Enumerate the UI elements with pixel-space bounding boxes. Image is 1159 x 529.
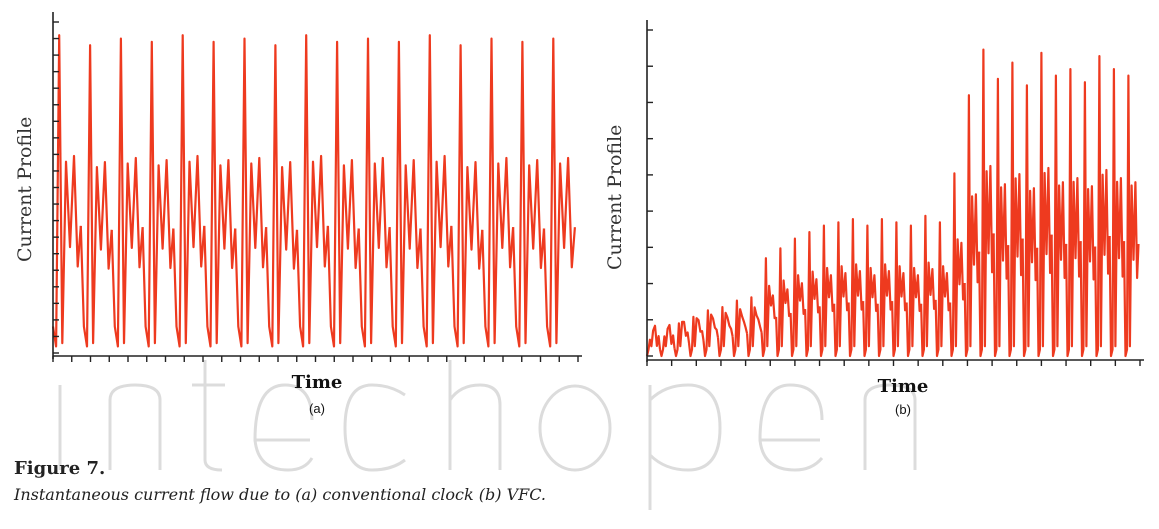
chart-a-plot — [51, 12, 582, 362]
chart-a-axes — [52, 12, 582, 362]
chart-b-panel-label: (b) — [895, 402, 911, 417]
pulse-21 — [934, 221, 952, 358]
pulse-8 — [746, 296, 763, 358]
pulse-5 — [702, 309, 720, 358]
chart-b-ylabel: Current Profile — [604, 124, 626, 270]
chart-b-axes — [646, 20, 1144, 366]
chart-a-ylabel: Current Profile — [14, 116, 36, 262]
pulse-29 — [1050, 74, 1068, 358]
pulse-22 — [949, 172, 966, 358]
pulse-8 — [265, 44, 299, 348]
figure-caption-text: Instantaneous current flow due to (a) co… — [14, 485, 546, 504]
pulse-23 — [963, 94, 981, 358]
pulse-31 — [1079, 81, 1097, 358]
pulse-6 — [203, 40, 237, 348]
pulse-5 — [172, 34, 206, 348]
pulse-16 — [512, 40, 546, 348]
chart-a-panel-label: (a) — [309, 401, 325, 416]
pulse-26 — [1007, 61, 1024, 358]
pulse-14 — [450, 44, 484, 348]
pulse-7 — [234, 37, 268, 348]
pulse-9 — [760, 257, 777, 358]
pulse-17 — [542, 37, 576, 348]
pulse-19 — [905, 224, 923, 358]
pulse-2 — [658, 323, 676, 358]
pulse-16 — [862, 224, 879, 358]
pulse-30 — [1065, 68, 1082, 358]
chart-panel-b: Current Profile Time (b) — [600, 0, 1159, 430]
pulse-25 — [992, 77, 1010, 358]
pulse-33 — [1108, 68, 1126, 358]
pulse-4 — [687, 315, 705, 358]
pulse-28 — [1036, 51, 1053, 358]
pulse-1 — [645, 324, 662, 357]
pulse-3 — [673, 320, 691, 358]
chart-a-xlabel: Time — [291, 372, 343, 393]
chart-b-plot — [645, 20, 1144, 366]
pulse-18 — [891, 221, 908, 358]
pulse-17 — [876, 218, 894, 358]
figure-title: Figure 7. — [14, 458, 106, 479]
pulse-13 — [419, 34, 453, 348]
pulse-6 — [716, 306, 734, 358]
pulse-24 — [978, 48, 995, 358]
pulse-11 — [789, 237, 807, 358]
pulse-3 — [110, 37, 144, 348]
pulse-27 — [1021, 84, 1039, 358]
pulse-4 — [141, 40, 175, 348]
chart-b-trace — [645, 48, 1140, 358]
pulse-15 — [847, 218, 865, 358]
pulse-20 — [920, 214, 937, 358]
chart-a-trace — [51, 34, 576, 348]
pulse-1 — [51, 34, 82, 348]
pulse-10 — [775, 247, 792, 358]
pulse-13 — [818, 224, 836, 358]
pulse-2 — [79, 44, 113, 348]
pulse-12 — [388, 40, 422, 348]
pulse-7 — [731, 299, 749, 358]
chart-panel-a: Current Profile Time (a) — [0, 0, 600, 430]
figure-caption: Figure 7. Instantaneous current flow due… — [14, 458, 546, 504]
pulse-12 — [804, 231, 821, 358]
pulse-15 — [481, 37, 515, 348]
pulse-32 — [1094, 55, 1111, 358]
chart-b-xlabel: Time — [877, 376, 929, 397]
pulse-34 — [1122, 74, 1140, 358]
pulse-14 — [833, 221, 850, 358]
pulse-9 — [295, 34, 329, 348]
pulse-10 — [326, 40, 360, 348]
pulse-11 — [357, 37, 391, 348]
